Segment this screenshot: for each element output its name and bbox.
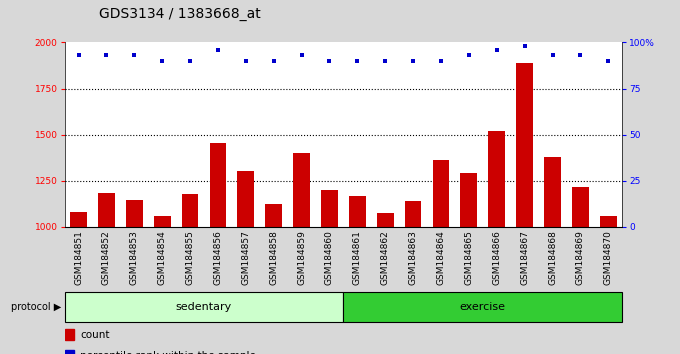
Text: GDS3134 / 1383668_at: GDS3134 / 1383668_at xyxy=(99,7,260,21)
Text: exercise: exercise xyxy=(460,302,506,312)
Text: GSM184866: GSM184866 xyxy=(492,230,501,285)
Bar xyxy=(98,193,115,227)
Point xyxy=(241,58,252,64)
Bar xyxy=(154,216,171,227)
Text: GSM184853: GSM184853 xyxy=(130,230,139,285)
Point xyxy=(129,52,140,58)
Text: count: count xyxy=(80,330,109,339)
Point xyxy=(435,58,446,64)
Text: GSM184858: GSM184858 xyxy=(269,230,278,285)
Text: GSM184855: GSM184855 xyxy=(186,230,194,285)
Bar xyxy=(265,204,282,227)
Bar xyxy=(65,350,74,354)
Bar xyxy=(405,201,422,227)
Bar xyxy=(321,190,338,227)
Point xyxy=(575,52,586,58)
Point xyxy=(464,52,475,58)
Text: GSM184851: GSM184851 xyxy=(74,230,83,285)
Text: GSM184862: GSM184862 xyxy=(381,230,390,285)
Text: GSM184865: GSM184865 xyxy=(464,230,473,285)
Point xyxy=(269,58,279,64)
Bar xyxy=(349,196,366,227)
Bar xyxy=(182,194,199,227)
Text: GSM184852: GSM184852 xyxy=(102,230,111,285)
Point xyxy=(156,58,168,64)
Text: GSM184867: GSM184867 xyxy=(520,230,529,285)
Bar xyxy=(544,156,561,227)
Bar xyxy=(600,216,617,227)
Point xyxy=(491,47,502,53)
Point xyxy=(185,58,196,64)
Text: GSM184860: GSM184860 xyxy=(325,230,334,285)
Bar xyxy=(126,200,143,227)
Point xyxy=(520,43,530,49)
Point xyxy=(379,58,390,64)
Text: protocol ▶: protocol ▶ xyxy=(11,302,61,312)
Bar xyxy=(343,292,622,322)
Text: GSM184864: GSM184864 xyxy=(437,230,445,285)
Text: GSM184868: GSM184868 xyxy=(548,230,557,285)
Point xyxy=(602,58,613,64)
Text: GSM184869: GSM184869 xyxy=(576,230,585,285)
Text: GSM184856: GSM184856 xyxy=(214,230,222,285)
Point xyxy=(212,47,223,53)
Text: GSM184870: GSM184870 xyxy=(604,230,613,285)
Text: GSM184861: GSM184861 xyxy=(353,230,362,285)
Text: GSM184857: GSM184857 xyxy=(241,230,250,285)
Bar xyxy=(572,187,589,227)
Point xyxy=(408,58,419,64)
Bar xyxy=(432,160,449,227)
Text: GSM184863: GSM184863 xyxy=(409,230,418,285)
Bar xyxy=(209,143,226,227)
Point xyxy=(296,52,307,58)
Text: sedentary: sedentary xyxy=(176,302,232,312)
Point xyxy=(324,58,335,64)
Bar xyxy=(293,153,310,227)
Bar xyxy=(70,212,87,227)
Bar xyxy=(488,131,505,227)
Bar xyxy=(65,292,343,322)
Bar xyxy=(65,329,74,341)
Point xyxy=(73,52,84,58)
Bar xyxy=(516,63,533,227)
Bar xyxy=(237,171,254,227)
Text: GSM184854: GSM184854 xyxy=(158,230,167,285)
Bar xyxy=(460,173,477,227)
Point xyxy=(101,52,112,58)
Text: percentile rank within the sample: percentile rank within the sample xyxy=(80,351,256,354)
Bar xyxy=(377,213,394,227)
Point xyxy=(547,52,558,58)
Text: GSM184859: GSM184859 xyxy=(297,230,306,285)
Point xyxy=(352,58,363,64)
